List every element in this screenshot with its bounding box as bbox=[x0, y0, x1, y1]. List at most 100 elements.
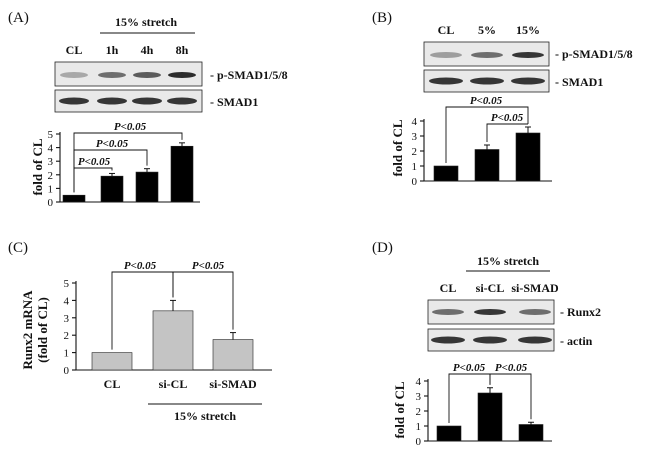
p-value-label: P<0.05 bbox=[495, 362, 528, 374]
blot-band bbox=[511, 77, 545, 85]
y-tick-label: 4 bbox=[416, 376, 422, 388]
panel-b-lane-label: 5% bbox=[478, 23, 496, 37]
p-value-label: P<0.05 bbox=[453, 362, 486, 374]
y-tick-label: 5 bbox=[48, 129, 54, 141]
y-tick-label: 3 bbox=[416, 391, 422, 403]
panel-d-lane-label: CL bbox=[440, 281, 457, 295]
blot-band bbox=[471, 52, 503, 58]
y-tick-label: 3 bbox=[412, 131, 418, 143]
panel-c-chart: 0 1 2 3 4 5 CL si-CL si-SMAD P<0.05 P<0.05 bbox=[64, 260, 272, 391]
blot-band bbox=[60, 72, 88, 78]
panel-b-blot-1-bands bbox=[430, 52, 544, 58]
bar bbox=[135, 171, 159, 203]
panel-b-label: (B) bbox=[372, 10, 392, 26]
blot-band bbox=[512, 52, 544, 58]
panel-d-blot-1-bands bbox=[432, 309, 551, 315]
p-value-label: P<0.05 bbox=[491, 112, 524, 124]
blot-band bbox=[98, 72, 126, 78]
panel-b-lane-label: CL bbox=[438, 23, 455, 37]
panel-d-blot-2-bands bbox=[431, 336, 552, 344]
panel-a-blot-2-label: - SMAD1 bbox=[210, 95, 258, 109]
significance-bracket bbox=[73, 132, 183, 193]
panel-d-blot-1-label: - Runx2 bbox=[560, 305, 601, 319]
blot-band bbox=[133, 72, 161, 78]
p-value-label: P<0.05 bbox=[78, 156, 111, 168]
y-tick-label: 0 bbox=[64, 365, 70, 377]
significance-bracket bbox=[489, 373, 532, 420]
panel-a-blot-2 bbox=[54, 89, 203, 113]
bar bbox=[152, 310, 194, 371]
bar bbox=[477, 392, 503, 442]
bar bbox=[212, 339, 254, 371]
panel-c-header: 15% stretch bbox=[174, 409, 236, 423]
panel-c-ylabel-line2: (fold of CL) bbox=[35, 297, 50, 363]
x-category-label: si-CL bbox=[159, 377, 188, 391]
p-value-label: P<0.05 bbox=[124, 260, 157, 272]
panel-d-lane-label: si-SMAD bbox=[511, 281, 559, 295]
panel-a: (A) 15% stretch CL 1h 4h 8h - p-SMAD1/5/… bbox=[8, 10, 288, 209]
y-tick-label: 1 bbox=[412, 161, 418, 173]
blot-band bbox=[430, 52, 462, 58]
bar bbox=[518, 424, 544, 442]
bar bbox=[515, 132, 541, 182]
bar bbox=[436, 425, 462, 442]
panel-a-lane-label: 4h bbox=[141, 43, 154, 57]
y-tick-label: 2 bbox=[64, 330, 70, 342]
panel-a-blot-1-label: - p-SMAD1/5/8 bbox=[210, 68, 288, 82]
y-tick-label: 4 bbox=[48, 143, 54, 155]
panel-b: (B) CL 5% 15% - p-SMAD1/5/8 - SMAD1 fold… bbox=[372, 10, 633, 188]
panel-a-header: 15% stretch bbox=[115, 15, 177, 29]
p-value-label: P<0.05 bbox=[192, 260, 225, 272]
blot-band bbox=[168, 72, 196, 78]
blot-band bbox=[519, 309, 551, 315]
panel-a-ylabel: fold of CL bbox=[30, 138, 45, 195]
blot-band bbox=[431, 336, 465, 344]
panel-b-lane-label: 15% bbox=[516, 23, 540, 37]
panel-d-lane-label: si-CL bbox=[476, 281, 505, 295]
blot-band bbox=[59, 97, 89, 105]
panel-d: (D) 15% stretch CL si-CL si-SMAD - Runx2… bbox=[372, 240, 601, 448]
blot-band bbox=[132, 97, 162, 105]
panel-a-lane-label: 8h bbox=[176, 43, 189, 57]
p-value-label: P<0.05 bbox=[96, 138, 129, 150]
y-tick-label: 4 bbox=[64, 295, 70, 307]
panel-b-blot-2-bands bbox=[429, 77, 545, 85]
y-tick-label: 4 bbox=[412, 116, 418, 128]
blot-band bbox=[429, 77, 463, 85]
panel-b-blot-1-label: - p-SMAD1/5/8 bbox=[555, 47, 633, 61]
panel-d-ylabel: fold of CL bbox=[392, 381, 407, 438]
panel-a-blot-2-bands bbox=[59, 97, 197, 105]
y-tick-label: 1 bbox=[48, 183, 54, 195]
bar bbox=[100, 175, 124, 203]
y-tick-label: 1 bbox=[64, 348, 70, 360]
blot-band bbox=[167, 97, 197, 105]
panel-a-chart: 0 12 34 5 P<0.05 P<0.05 P<0.05 bbox=[48, 121, 200, 209]
y-tick-label: 2 bbox=[416, 406, 422, 418]
panel-b-ylabel: fold of CL bbox=[390, 119, 405, 176]
blot-band bbox=[473, 336, 507, 344]
y-tick-label: 5 bbox=[64, 278, 70, 290]
panel-a-lane-label: CL bbox=[66, 43, 83, 57]
y-tick-label: 0 bbox=[416, 436, 422, 448]
blot-band bbox=[474, 309, 506, 315]
panel-b-blot-2-label: - SMAD1 bbox=[555, 75, 603, 89]
panel-d-chart: 0 1 2 3 4 P<0.05 P<0.05 bbox=[416, 362, 552, 448]
blot-band bbox=[432, 309, 464, 315]
panel-b-chart: 0 1 2 3 4 P<0.05 P<0.05 bbox=[412, 95, 552, 188]
y-tick-label: 0 bbox=[48, 197, 54, 209]
blot-band bbox=[518, 336, 552, 344]
bar bbox=[170, 145, 194, 203]
bar bbox=[91, 352, 133, 371]
bar bbox=[474, 149, 500, 182]
panel-c-ylabel-line1: Runx2 mRNA bbox=[20, 290, 35, 370]
blot-band bbox=[470, 77, 504, 85]
significance-bracket bbox=[172, 271, 234, 330]
bar bbox=[433, 165, 459, 182]
x-category-label: CL bbox=[104, 377, 121, 391]
y-tick-label: 3 bbox=[48, 156, 54, 168]
significance-bracket bbox=[445, 106, 529, 163]
blot-band bbox=[97, 97, 127, 105]
y-tick-label: 2 bbox=[412, 146, 418, 158]
p-value-label: P<0.05 bbox=[470, 95, 503, 107]
